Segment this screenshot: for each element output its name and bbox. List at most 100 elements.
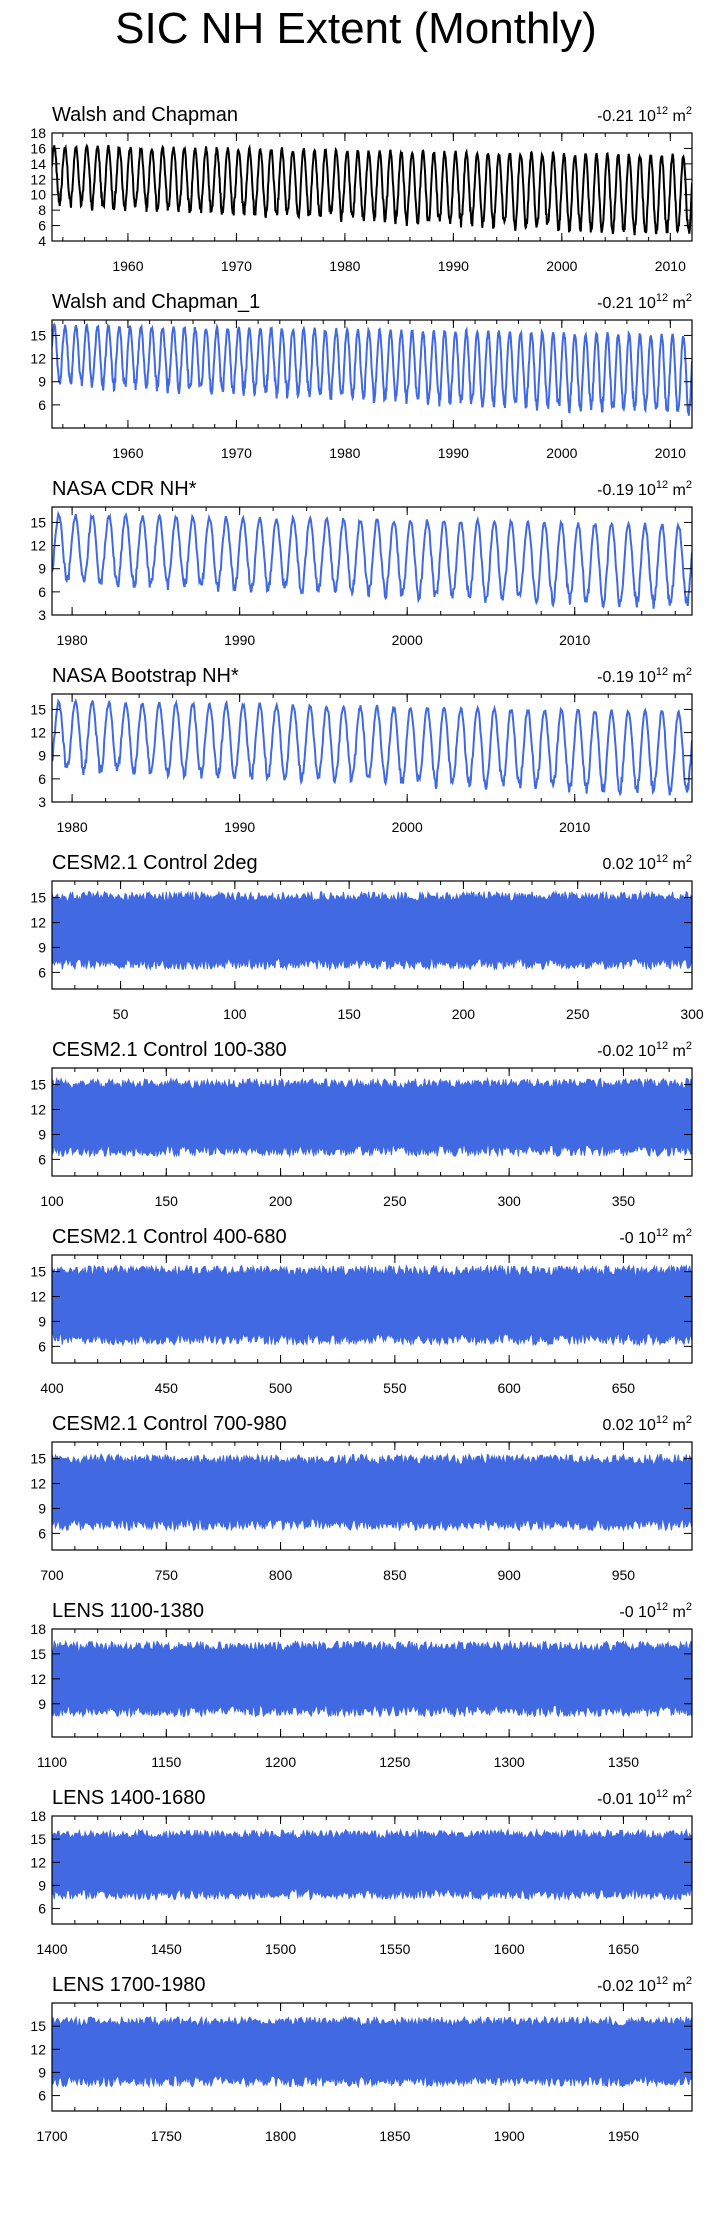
x-tick-label: 1970	[221, 258, 252, 274]
panel-trend: -0 1012 m2	[619, 1601, 692, 1621]
x-tick-label: 1900	[494, 2128, 525, 2144]
series-band	[52, 1827, 692, 1902]
x-tick-label: 1600	[494, 1941, 525, 1957]
panel-frame	[51, 506, 693, 616]
panel-title: CESM2.1 Control 2deg	[52, 852, 258, 874]
y-tick-label: 9	[38, 1696, 46, 1712]
panel-2: Walsh and Chapman_1 -0.21 1012 m2 1960 1970…	[30, 291, 693, 461]
y-tick-label: 12	[30, 1671, 46, 1687]
panel-title: NASA Bootstrap NH*	[52, 665, 239, 687]
x-tick-label: 1550	[379, 1941, 410, 1957]
x-tick-label: 200	[452, 1006, 476, 1022]
panel-trend: -0.21 1012 m2	[597, 105, 692, 125]
panel-trend: -0.01 1012 m2	[597, 1788, 692, 1808]
series-line	[52, 698, 692, 797]
x-tick-label: 1650	[608, 1941, 639, 1957]
y-tick-label: 6	[38, 1338, 46, 1354]
series-band	[52, 1263, 692, 1347]
y-tick-label: 18	[30, 125, 46, 141]
x-tick-label: 1750	[151, 2128, 182, 2144]
x-tick-label: 100	[223, 1006, 247, 1022]
x-tick-label: 1960	[112, 258, 143, 274]
panel-4: NASA Bootstrap NH* -0.19 1012 m2 1980 1990 2…	[30, 665, 693, 835]
x-tick-label: 100	[40, 1193, 64, 1209]
panel-trend: -0.19 1012 m2	[597, 666, 692, 686]
x-tick-label: 1500	[265, 1941, 296, 1957]
y-tick-label: 15	[30, 1831, 46, 1847]
x-tick-label: 450	[155, 1380, 179, 1396]
x-tick-label: 1850	[379, 2128, 410, 2144]
y-tick-label: 15	[30, 1077, 46, 1093]
x-tick-label: 950	[612, 1567, 636, 1583]
panel-title: LENS 1700-1980	[52, 1974, 205, 1996]
panel-data	[52, 1827, 692, 1902]
panel-data	[52, 889, 692, 972]
y-tick-label: 15	[30, 701, 46, 717]
x-tick-label: 1400	[36, 1941, 67, 1957]
panel-trend: -0.21 1012 m2	[597, 292, 692, 312]
panel-title: Walsh and Chapman	[52, 104, 238, 126]
y-tick-label: 6	[38, 584, 46, 600]
x-tick-label: 1100	[37, 1754, 67, 1770]
x-tick-label: 2000	[392, 632, 423, 648]
series-band	[52, 2015, 692, 2089]
x-tick-label: 1980	[57, 632, 88, 648]
y-tick-label: 12	[30, 1102, 46, 1118]
y-tick-label: 12	[30, 915, 46, 931]
y-tick-label: 15	[30, 1264, 46, 1280]
y-tick-label: 9	[38, 374, 46, 390]
panel-data	[52, 1076, 692, 1159]
y-tick-label: 9	[38, 939, 46, 955]
series-line	[52, 510, 692, 609]
panel-data	[52, 510, 692, 609]
x-tick-label: 2000	[546, 445, 577, 461]
y-tick-label: 6	[38, 1901, 46, 1917]
y-tick-label: 15	[30, 890, 46, 906]
x-tick-label: 1990	[438, 258, 469, 274]
x-tick-label: 400	[40, 1380, 64, 1396]
x-tick-label: 300	[680, 1006, 704, 1022]
y-tick-label: 3	[38, 607, 46, 623]
y-tick-label: 6	[38, 2088, 46, 2104]
x-tick-label: 250	[383, 1193, 407, 1209]
y-tick-label: 9	[38, 1313, 46, 1329]
panel-data	[52, 322, 692, 416]
x-tick-label: 2000	[392, 819, 423, 835]
panel-title: CESM2.1 Control 400-680	[52, 1226, 287, 1248]
y-tick-label: 12	[30, 351, 46, 367]
panel-7: CESM2.1 Control 400-680 -0 1012 m2 400 450 5…	[30, 1226, 693, 1396]
y-tick-label: 9	[38, 748, 46, 764]
series-band	[52, 1076, 692, 1159]
x-tick-label: 1800	[265, 2128, 296, 2144]
y-tick-label: 9	[38, 1126, 46, 1142]
panel-3: NASA CDR NH* -0.19 1012 m2 1980 1990 2000 201…	[30, 478, 693, 648]
series-line	[52, 322, 692, 416]
y-tick-label: 18	[30, 1808, 46, 1824]
x-tick-label: 1700	[36, 2128, 67, 2144]
y-tick-label: 10	[30, 187, 46, 203]
x-tick-label: 1950	[608, 2128, 639, 2144]
x-tick-label: 1990	[438, 445, 469, 461]
x-tick-label: 1980	[329, 445, 360, 461]
y-tick-label: 15	[30, 1451, 46, 1467]
y-tick-label: 6	[38, 218, 46, 234]
panel-frame	[51, 693, 693, 803]
panel-6: CESM2.1 Control 100-380 -0.02 1012 m2 100 1…	[30, 1039, 693, 1209]
y-tick-label: 6	[38, 771, 46, 787]
y-tick-label: 16	[30, 140, 46, 156]
series-band	[52, 889, 692, 972]
panel-title: LENS 1400-1680	[52, 1787, 205, 1809]
panel-trend: 0.02 1012 m2	[602, 853, 692, 873]
y-tick-label: 6	[38, 1151, 46, 1167]
y-tick-label: 12	[30, 171, 46, 187]
y-tick-label: 9	[38, 1877, 46, 1893]
y-tick-label: 6	[38, 397, 46, 413]
series-band	[52, 1639, 692, 1719]
x-tick-label: 700	[40, 1567, 64, 1583]
panel-5: CESM2.1 Control 2deg 0.02 1012 m2 50 100 150…	[30, 852, 703, 1022]
x-tick-label: 600	[497, 1380, 521, 1396]
panel-1: Walsh and Chapman -0.21 1012 m2 1960 1970 19…	[30, 104, 693, 274]
y-tick-label: 12	[30, 2041, 46, 2057]
